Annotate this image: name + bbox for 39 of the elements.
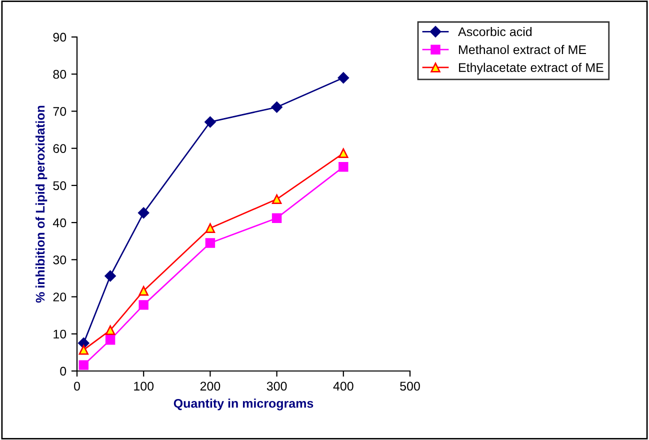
y-tick-label: 70 xyxy=(53,107,66,116)
point xyxy=(138,286,148,296)
y-axis-title: % inhibition of Lipid peroxidation xyxy=(35,106,48,303)
point xyxy=(338,162,348,172)
y-tick-label: 10 xyxy=(54,330,66,339)
x-tick-label: 400 xyxy=(333,382,354,391)
point xyxy=(138,300,148,310)
y-tick-label: 80 xyxy=(53,70,66,79)
point xyxy=(205,223,216,233)
x-tick-label: 300 xyxy=(266,382,287,391)
y-tick-label: 50 xyxy=(53,181,66,190)
point xyxy=(204,116,216,128)
point xyxy=(338,148,348,158)
point xyxy=(78,344,89,355)
point xyxy=(338,72,350,84)
point xyxy=(271,102,282,113)
legend-label: Ethylacetate extract of ME xyxy=(459,62,604,74)
point xyxy=(272,194,282,204)
point xyxy=(138,207,150,219)
point xyxy=(105,334,116,345)
x-tick-label: 0 xyxy=(74,382,80,391)
x-tick-label: 500 xyxy=(400,382,420,391)
y-tick-label: 40 xyxy=(52,218,66,228)
x-tick-label: 200 xyxy=(200,382,220,391)
point xyxy=(104,270,116,282)
legend-label: Ascorbic acid xyxy=(458,27,532,36)
legend-label: Methanol extract of ME xyxy=(459,44,586,54)
point xyxy=(78,338,90,349)
x-tick-label: 100 xyxy=(134,382,154,391)
point xyxy=(272,213,282,223)
y-tick-label: 30 xyxy=(53,255,66,264)
y-tick-label: 60 xyxy=(53,144,66,153)
point xyxy=(78,360,89,370)
point xyxy=(105,325,116,336)
y-tick-label: 0 xyxy=(60,366,66,376)
y-tick-label: 90 xyxy=(53,32,66,42)
y-tick-label: 20 xyxy=(53,292,66,302)
point xyxy=(205,238,216,248)
x-axis-title: Quantity in micrograms xyxy=(174,398,314,410)
